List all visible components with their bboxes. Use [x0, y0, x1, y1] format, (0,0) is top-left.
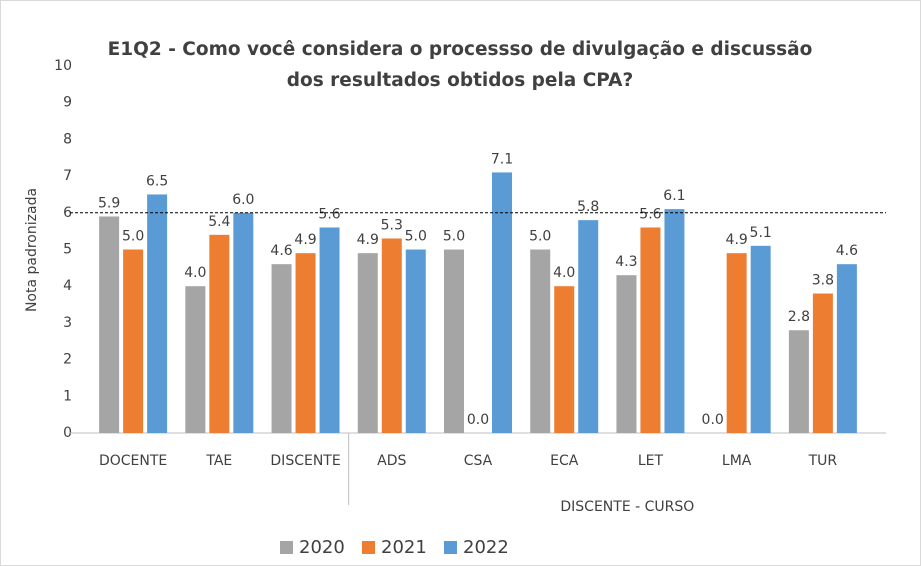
bar — [836, 264, 857, 433]
bar — [319, 227, 340, 433]
x-tick-label: ADS — [377, 453, 406, 469]
bar — [616, 275, 637, 433]
bar — [271, 264, 292, 433]
bar — [99, 216, 120, 433]
data-label: 3.8 — [812, 273, 834, 289]
y-tick-label: 4 — [63, 278, 72, 294]
bar — [578, 220, 599, 433]
bar — [295, 253, 316, 433]
bar — [788, 330, 809, 433]
data-label: 5.6 — [639, 206, 661, 222]
group-label: DISCENTE - CURSO — [560, 499, 694, 515]
data-label: 5.0 — [443, 229, 465, 245]
data-label: 5.1 — [750, 225, 772, 241]
y-axis-label: Nota padronizada — [24, 188, 40, 312]
x-tick-label: ECA — [550, 453, 579, 469]
data-label: 5.0 — [529, 229, 551, 245]
bar — [554, 286, 575, 433]
y-tick-label: 9 — [63, 95, 72, 111]
bar — [750, 245, 771, 433]
bar — [233, 212, 254, 433]
y-tick-label: 10 — [54, 58, 72, 74]
legend-swatch — [444, 541, 457, 554]
legend-swatch — [280, 541, 293, 554]
y-tick-label: 0 — [63, 425, 72, 441]
bar — [123, 249, 144, 433]
data-label: 4.6 — [836, 243, 858, 259]
bar — [405, 249, 426, 433]
y-tick-label: 1 — [63, 388, 72, 404]
y-tick-label: 2 — [63, 352, 72, 368]
bar — [444, 249, 464, 433]
data-label: 5.4 — [208, 214, 230, 230]
data-label: 0.0 — [702, 412, 724, 428]
bar — [357, 253, 378, 433]
data-label: 5.0 — [405, 229, 427, 245]
y-tick-label: 7 — [63, 168, 72, 184]
bar — [147, 194, 168, 433]
data-label: 5.9 — [98, 195, 120, 211]
bar — [492, 172, 512, 433]
x-tick-label: LET — [638, 453, 664, 469]
x-tick-label: DISCENTE — [270, 453, 340, 469]
x-tick-label: DOCENTE — [99, 453, 167, 469]
y-tick-label: 8 — [63, 131, 72, 147]
data-label: 4.9 — [294, 232, 316, 248]
bar — [812, 293, 833, 433]
data-label: 4.9 — [726, 232, 748, 248]
data-label: 6.0 — [232, 192, 254, 208]
bar — [381, 238, 402, 433]
legend-swatch — [362, 541, 375, 554]
bar — [530, 249, 551, 433]
bar — [185, 286, 206, 433]
data-label: 4.3 — [615, 254, 637, 270]
data-label: 6.1 — [663, 188, 685, 204]
bar — [726, 253, 747, 433]
bar — [209, 234, 230, 433]
data-label: 7.1 — [491, 151, 513, 167]
y-tick-label: 3 — [63, 315, 72, 331]
y-tick-label: 6 — [63, 205, 72, 221]
bar — [640, 227, 661, 433]
data-label: 4.0 — [184, 265, 206, 281]
data-label: 4.9 — [357, 232, 379, 248]
chart-title: E1Q2 - Como você considera o processso d… — [107, 39, 813, 91]
x-tick-label: TUR — [808, 453, 838, 469]
data-label: 5.8 — [577, 199, 599, 215]
y-tick-label: 5 — [63, 242, 72, 258]
data-label: 2.8 — [788, 309, 810, 325]
legend-label: 2021 — [381, 537, 427, 558]
legend-label: 2020 — [299, 537, 345, 558]
data-label: 5.0 — [122, 229, 144, 245]
data-label: 6.5 — [146, 173, 168, 189]
bar — [664, 209, 685, 433]
x-tick-label: TAE — [205, 453, 232, 469]
data-label: 5.3 — [381, 217, 403, 233]
data-label: 5.6 — [318, 206, 340, 222]
x-tick-label: LMA — [722, 453, 752, 469]
data-label: 4.6 — [270, 243, 292, 259]
legend-label: 2022 — [463, 537, 509, 558]
x-tick-label: CSA — [464, 453, 493, 469]
data-label: 0.0 — [467, 412, 489, 428]
data-label: 4.0 — [553, 265, 575, 281]
